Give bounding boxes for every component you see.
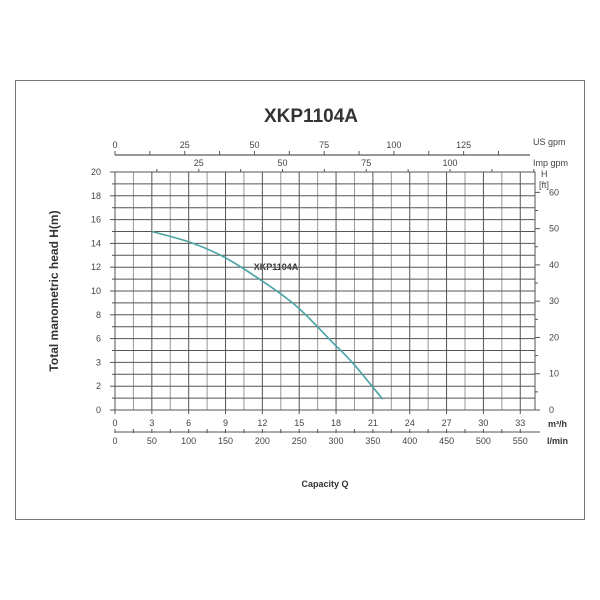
y-right-tick-label: 10 (549, 369, 559, 379)
x-tick-label-imp-gpm: 50 (278, 158, 288, 168)
x-tick-label-m3h: 12 (257, 418, 267, 428)
y-tick-label: 16 (91, 215, 101, 225)
y-tick-label: 12 (91, 262, 101, 272)
lmin-unit: l/min (547, 436, 568, 446)
x-tick-label-imp-gpm: 25 (194, 158, 204, 168)
x-tick-label-us-gpm: 100 (386, 140, 401, 150)
x-tick-label-m3h: 18 (331, 418, 341, 428)
x-tick-label-m3h: 6 (186, 418, 191, 428)
x-tick-label-us-gpm: 50 (249, 140, 259, 150)
x-tick-label-m3h: 30 (478, 418, 488, 428)
x-tick-label-us-gpm: 25 (180, 140, 190, 150)
x-axis-title: Capacity Q (301, 479, 348, 489)
y-tick-label: 20 (91, 167, 101, 177)
y-right-tick-label: 50 (549, 224, 559, 234)
y-tick-label: 3 (96, 357, 101, 367)
x-tick-label-lmin: 550 (513, 436, 528, 446)
y-right-tick-label: 20 (549, 332, 559, 342)
x-tick-label-lmin: 200 (255, 436, 270, 446)
y-right-tick-label: 60 (549, 187, 559, 197)
x-tick-label-lmin: 300 (329, 436, 344, 446)
x-tick-label-us-gpm: 125 (456, 140, 471, 150)
y-tick-label: 14 (91, 238, 101, 248)
m3h-unit: m³/h (548, 419, 567, 429)
x-tick-label-m3h: 27 (442, 418, 452, 428)
x-tick-label-lmin: 50 (147, 436, 157, 446)
x-tick-label-us-gpm: 0 (112, 140, 117, 150)
chart-frame (15, 80, 585, 520)
x-tick-label-m3h: 3 (149, 418, 154, 428)
x-tick-label-imp-gpm: 75 (361, 158, 371, 168)
y-right-tick-label: 30 (549, 296, 559, 306)
right-axis-unit-ft: [ft] (539, 180, 549, 190)
y-axis-title: Total manometric head H(m) (47, 210, 61, 371)
y-right-tick-label: 40 (549, 260, 559, 270)
x-tick-label-lmin: 450 (439, 436, 454, 446)
y-tick-label: 6 (96, 334, 101, 344)
x-tick-label-lmin: 100 (181, 436, 196, 446)
x-tick-label-m3h: 21 (368, 418, 378, 428)
x-tick-label-us-gpm: 75 (319, 140, 329, 150)
us-gpm-unit: US gpm (533, 137, 566, 147)
x-tick-label-imp-gpm: 100 (443, 158, 458, 168)
x-tick-label-lmin: 250 (292, 436, 307, 446)
x-tick-label-lmin: 350 (365, 436, 380, 446)
imp-gpm-unit: Imp gpm (533, 158, 568, 168)
y-tick-label: 0 (96, 405, 101, 415)
y-tick-label: 18 (91, 191, 101, 201)
chart-title: XKP1104A (264, 106, 358, 127)
y-right-tick-label: 0 (549, 405, 554, 415)
x-tick-label-lmin: 150 (218, 436, 233, 446)
y-tick-label: 2 (96, 381, 101, 391)
series-curve-XKP1104A (151, 230, 384, 400)
y-tick-label: 8 (96, 310, 101, 320)
right-axis-unit-h: H (541, 169, 548, 179)
y-tick-label: 10 (91, 286, 101, 296)
x-tick-label-m3h: 33 (515, 418, 525, 428)
x-tick-label-m3h: 15 (294, 418, 304, 428)
x-tick-label-m3h: 9 (223, 418, 228, 428)
x-tick-label-m3h: 24 (405, 418, 415, 428)
x-tick-label-lmin: 500 (476, 436, 491, 446)
x-tick-label-lmin: 0 (112, 436, 117, 446)
x-tick-label-m3h: 0 (112, 418, 117, 428)
x-tick-label-lmin: 400 (402, 436, 417, 446)
